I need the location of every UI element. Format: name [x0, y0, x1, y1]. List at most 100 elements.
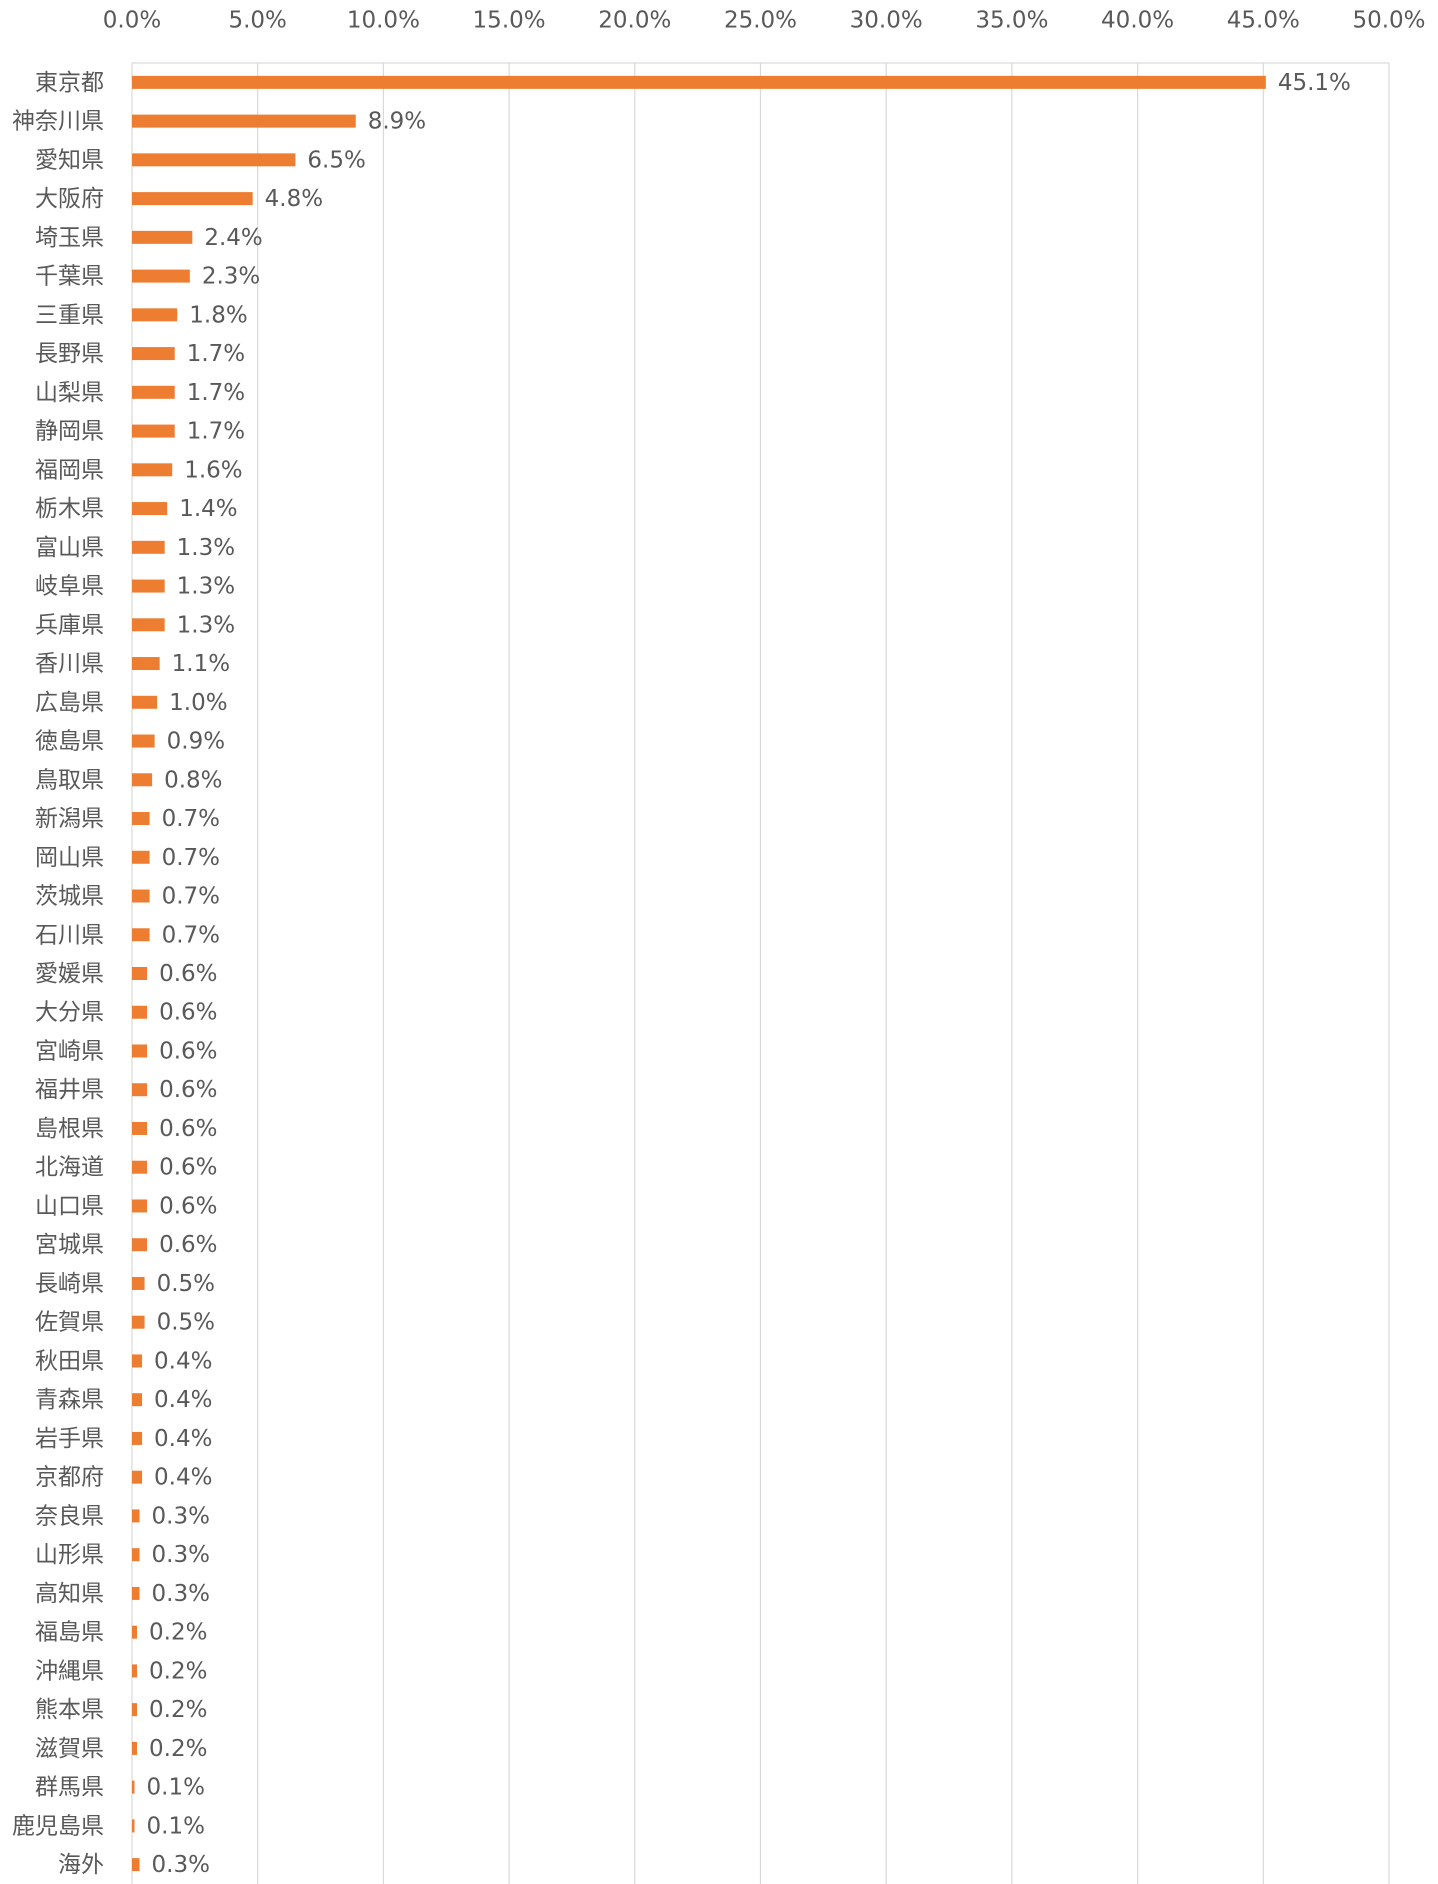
data-label: 1.7% — [187, 341, 245, 367]
data-label: 0.2% — [149, 1658, 207, 1684]
data-label: 1.3% — [177, 574, 235, 600]
bar — [132, 1780, 135, 1794]
data-label: 1.6% — [184, 457, 242, 483]
y-tick-label: 宮崎県 — [35, 1038, 104, 1064]
bar — [132, 889, 150, 903]
bar — [132, 967, 148, 980]
x-tick-label: 10.0% — [347, 8, 420, 34]
bar — [132, 1586, 140, 1600]
bar — [132, 773, 153, 787]
bar — [132, 928, 150, 942]
y-tick-label: 高知県 — [35, 1581, 104, 1607]
bar — [132, 618, 165, 632]
bar — [132, 850, 150, 864]
bar — [132, 1664, 138, 1678]
data-label: 2.3% — [202, 264, 260, 290]
data-label: 0.1% — [147, 1775, 205, 1801]
data-label: 1.0% — [169, 690, 227, 716]
x-tick-label: 30.0% — [850, 8, 923, 34]
data-label: 1.7% — [187, 380, 245, 406]
bar — [132, 1121, 148, 1135]
data-label: 1.3% — [177, 612, 235, 638]
data-label: 0.7% — [162, 845, 220, 871]
data-label: 0.6% — [159, 1116, 217, 1142]
y-tick-label: 福井県 — [35, 1077, 104, 1103]
y-tick-label: 広島県 — [35, 690, 104, 716]
bar — [132, 1625, 138, 1639]
bar — [132, 463, 173, 477]
y-tick-label: 滋賀県 — [35, 1736, 104, 1762]
data-label: 0.6% — [159, 1077, 217, 1103]
y-tick-label: 千葉県 — [35, 264, 104, 290]
x-tick-label: 40.0% — [1101, 8, 1174, 34]
y-tick-label: 神奈川県 — [12, 109, 104, 135]
data-label: 1.7% — [187, 419, 245, 445]
y-tick-label: 鳥取県 — [35, 767, 104, 793]
bar — [132, 1238, 148, 1252]
bar — [132, 1005, 148, 1019]
y-tick-label: 山形県 — [35, 1542, 104, 1568]
y-tick-label: 佐賀県 — [35, 1310, 104, 1336]
y-tick-label: 兵庫県 — [35, 612, 104, 638]
bar — [132, 1858, 140, 1872]
y-tick-label: 富山県 — [35, 535, 104, 561]
data-label: 6.5% — [307, 147, 365, 173]
y-tick-label: 北海道 — [35, 1155, 104, 1181]
data-label: 0.3% — [152, 1852, 210, 1878]
data-label: 0.6% — [159, 1000, 217, 1026]
x-tick-label: 0.0% — [103, 8, 161, 34]
y-tick-label: 大阪府 — [35, 186, 104, 212]
bar — [132, 385, 175, 399]
data-label: 0.6% — [159, 1232, 217, 1258]
y-tick-label: 秋田県 — [35, 1348, 104, 1374]
y-tick-label: 熊本県 — [35, 1697, 104, 1723]
data-label: 0.8% — [164, 767, 222, 793]
y-tick-label: 鹿児島県 — [12, 1813, 104, 1839]
bar — [132, 1315, 145, 1329]
data-label: 0.3% — [152, 1503, 210, 1529]
bar — [132, 579, 165, 593]
y-tick-label: 東京都 — [35, 70, 104, 96]
bar — [132, 153, 296, 167]
data-label: 0.4% — [154, 1426, 212, 1452]
y-tick-label: 大分県 — [35, 1000, 104, 1026]
x-tick-label: 20.0% — [598, 8, 671, 34]
data-label: 1.8% — [189, 302, 247, 328]
data-label: 4.8% — [265, 186, 323, 212]
x-tick-label: 25.0% — [724, 8, 797, 34]
y-tick-label: 岩手県 — [35, 1426, 104, 1452]
data-label: 0.3% — [152, 1542, 210, 1568]
bar — [132, 812, 150, 826]
data-label: 1.1% — [172, 651, 230, 677]
data-label: 0.4% — [154, 1348, 212, 1374]
bar — [132, 114, 356, 128]
bar — [132, 1393, 143, 1407]
data-label: 0.6% — [159, 1038, 217, 1064]
bar — [132, 1160, 148, 1174]
data-label: 0.6% — [159, 961, 217, 987]
bar — [132, 1703, 138, 1717]
data-label: 0.7% — [162, 806, 220, 832]
x-tick-label: 5.0% — [228, 8, 286, 34]
data-label: 0.1% — [147, 1813, 205, 1839]
y-tick-label: 海外 — [58, 1852, 104, 1878]
data-label: 0.5% — [157, 1271, 215, 1297]
y-tick-label: 徳島県 — [35, 729, 104, 755]
bar — [132, 308, 178, 322]
y-tick-label: 山梨県 — [35, 380, 104, 406]
y-tick-label: 新潟県 — [35, 806, 104, 832]
bar — [132, 1431, 143, 1445]
data-label: 8.9% — [368, 109, 426, 135]
data-label: 0.5% — [157, 1310, 215, 1336]
bar — [132, 1354, 143, 1368]
bar — [132, 540, 165, 554]
bar — [132, 1199, 148, 1213]
bar — [132, 1509, 140, 1523]
x-tick-label: 45.0% — [1227, 8, 1300, 34]
x-tick-label: 35.0% — [975, 8, 1048, 34]
data-label: 0.4% — [154, 1465, 212, 1491]
data-label: 0.2% — [149, 1736, 207, 1762]
data-label: 45.1% — [1278, 70, 1351, 96]
bar — [132, 1044, 148, 1058]
